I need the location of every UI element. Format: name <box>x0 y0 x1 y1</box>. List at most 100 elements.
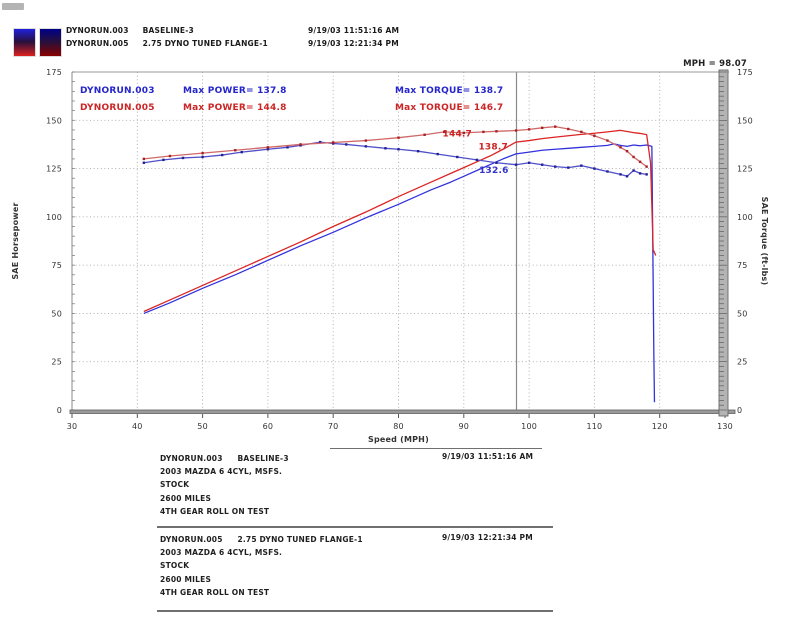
series-marker <box>514 163 518 166</box>
footer-run2-block: DYNORUN.005 2.75 DYNO TUNED FLANGE-1 200… <box>160 533 540 599</box>
x-tick-label: 110 <box>586 422 602 431</box>
series-marker <box>475 158 479 162</box>
separator-middle <box>157 526 553 528</box>
mph-readout: MPH = 98.07 <box>683 59 747 69</box>
footer-run2-vehicle: 2003 MAZDA 6 4CYL, MSFS. <box>160 548 283 558</box>
series-marker <box>619 173 622 176</box>
series-curve <box>143 126 648 168</box>
series-marker <box>234 149 237 152</box>
series-marker <box>456 155 459 159</box>
series-marker <box>554 125 557 128</box>
y-tick-label-right: 50 <box>737 309 748 318</box>
corner-watermark <box>2 3 24 10</box>
series-marker <box>201 151 204 155</box>
footer-run1-desc: BASELINE-3 <box>237 454 289 463</box>
footer-run1-block: DYNORUN.003 BASELINE-3 2003 MAZDA 6 4CYL… <box>160 452 540 518</box>
footer-run2-timestamp: 9/19/03 12:21:34 PM <box>442 533 533 542</box>
series-marker <box>540 126 544 130</box>
y-tick-label-left: 0 <box>57 406 62 415</box>
series-marker <box>593 167 596 170</box>
legend-run-name: DYNORUN.003 <box>80 86 155 96</box>
series-marker <box>181 156 185 160</box>
series-marker <box>286 146 289 149</box>
series-marker <box>567 127 570 131</box>
footer-run1-vehicle: 2003 MAZDA 6 4CYL, MSFS. <box>160 467 283 477</box>
footer-run1-name: DYNORUN.003 <box>160 454 223 463</box>
series-marker <box>554 165 557 168</box>
series-marker <box>527 128 531 131</box>
separator-top <box>330 448 542 449</box>
footer-run1-mods: STOCK <box>160 480 190 490</box>
cursor-value-label: 132.6 <box>479 166 508 176</box>
series-marker <box>638 172 642 175</box>
header-run1-line: DYNORUN.003 BASELINE-3 <box>66 26 194 35</box>
right-axis-ruler <box>718 69 729 417</box>
series-marker <box>514 129 518 132</box>
series-curve <box>143 129 657 313</box>
series-marker <box>397 148 400 151</box>
series-marker <box>625 149 629 153</box>
x-tick-label: 30 <box>67 422 78 431</box>
series-marker <box>625 175 629 178</box>
x-tick-label: 90 <box>459 422 470 431</box>
footer-run2-name: DYNORUN.005 <box>160 535 223 544</box>
series-marker <box>482 130 485 134</box>
x-axis-title: Speed (MPH) <box>368 435 429 444</box>
series-marker <box>606 170 609 173</box>
cursor-value-label: 144.7 <box>443 129 472 139</box>
x-tick-label: 130 <box>717 422 733 431</box>
series-marker <box>580 130 583 134</box>
series-marker <box>436 152 439 156</box>
series-marker <box>567 166 570 169</box>
legend-max-torque: Max TORQUE= 138.7 <box>395 86 503 96</box>
y-tick-label-right: 0 <box>737 406 742 415</box>
series-marker <box>332 141 335 144</box>
x-tick-label: 120 <box>652 422 668 431</box>
x-tick-label: 60 <box>263 422 274 431</box>
series-marker <box>495 130 498 133</box>
series-marker <box>580 164 583 167</box>
y-tick-label-right: 75 <box>737 261 748 270</box>
y-tick-label-right: 25 <box>737 358 748 367</box>
series-marker <box>619 146 622 149</box>
run2-timestamp: 9/19/03 12:21:34 PM <box>308 39 399 48</box>
series-marker <box>168 154 172 158</box>
series-marker <box>416 149 420 153</box>
y-tick-label-left: 100 <box>46 213 62 222</box>
y-tick-label-left: 175 <box>46 68 62 77</box>
series-marker <box>364 145 368 148</box>
series-marker <box>423 133 426 136</box>
footer-run2-desc: 2.75 DYNO TUNED FLANGE-1 <box>237 535 363 544</box>
run2-color-chip <box>39 28 62 57</box>
series-marker <box>142 161 146 164</box>
run1-desc: BASELINE-3 <box>142 26 194 35</box>
y-axis-title-left: SAE Horsepower <box>11 202 20 279</box>
series-marker <box>593 134 596 137</box>
y-tick-label-right: 175 <box>737 68 753 77</box>
series-marker <box>162 158 165 162</box>
y-tick-label-left: 25 <box>51 358 62 367</box>
run2-name: DYNORUN.005 <box>66 39 129 48</box>
x-tick-label: 40 <box>132 422 143 431</box>
footer-run1-miles: 2600 MILES <box>160 493 212 503</box>
footer-run1-timestamp: 9/19/03 11:51:16 AM <box>442 452 534 461</box>
y-tick-label-left: 75 <box>51 261 62 270</box>
legend-max-power: Max POWER= 144.8 <box>183 103 287 113</box>
legend-max-power: Max POWER= 137.8 <box>183 86 287 96</box>
legend-max-torque: Max TORQUE= 146.7 <box>395 103 503 113</box>
x-tick-label: 70 <box>328 422 339 431</box>
run1-timestamp: 9/19/03 11:51:16 AM <box>308 26 400 35</box>
x-axis-bar <box>69 409 736 414</box>
series-marker <box>462 131 465 135</box>
series-marker <box>606 139 609 142</box>
run1-name: DYNORUN.003 <box>66 26 129 35</box>
series-marker <box>266 146 270 149</box>
series-marker <box>527 161 531 164</box>
series-marker <box>142 157 146 161</box>
x-tick-label: 100 <box>521 422 537 431</box>
y-tick-label-right: 100 <box>737 213 753 222</box>
series-marker <box>364 139 368 142</box>
series-marker <box>240 150 243 154</box>
series-marker <box>318 140 322 144</box>
